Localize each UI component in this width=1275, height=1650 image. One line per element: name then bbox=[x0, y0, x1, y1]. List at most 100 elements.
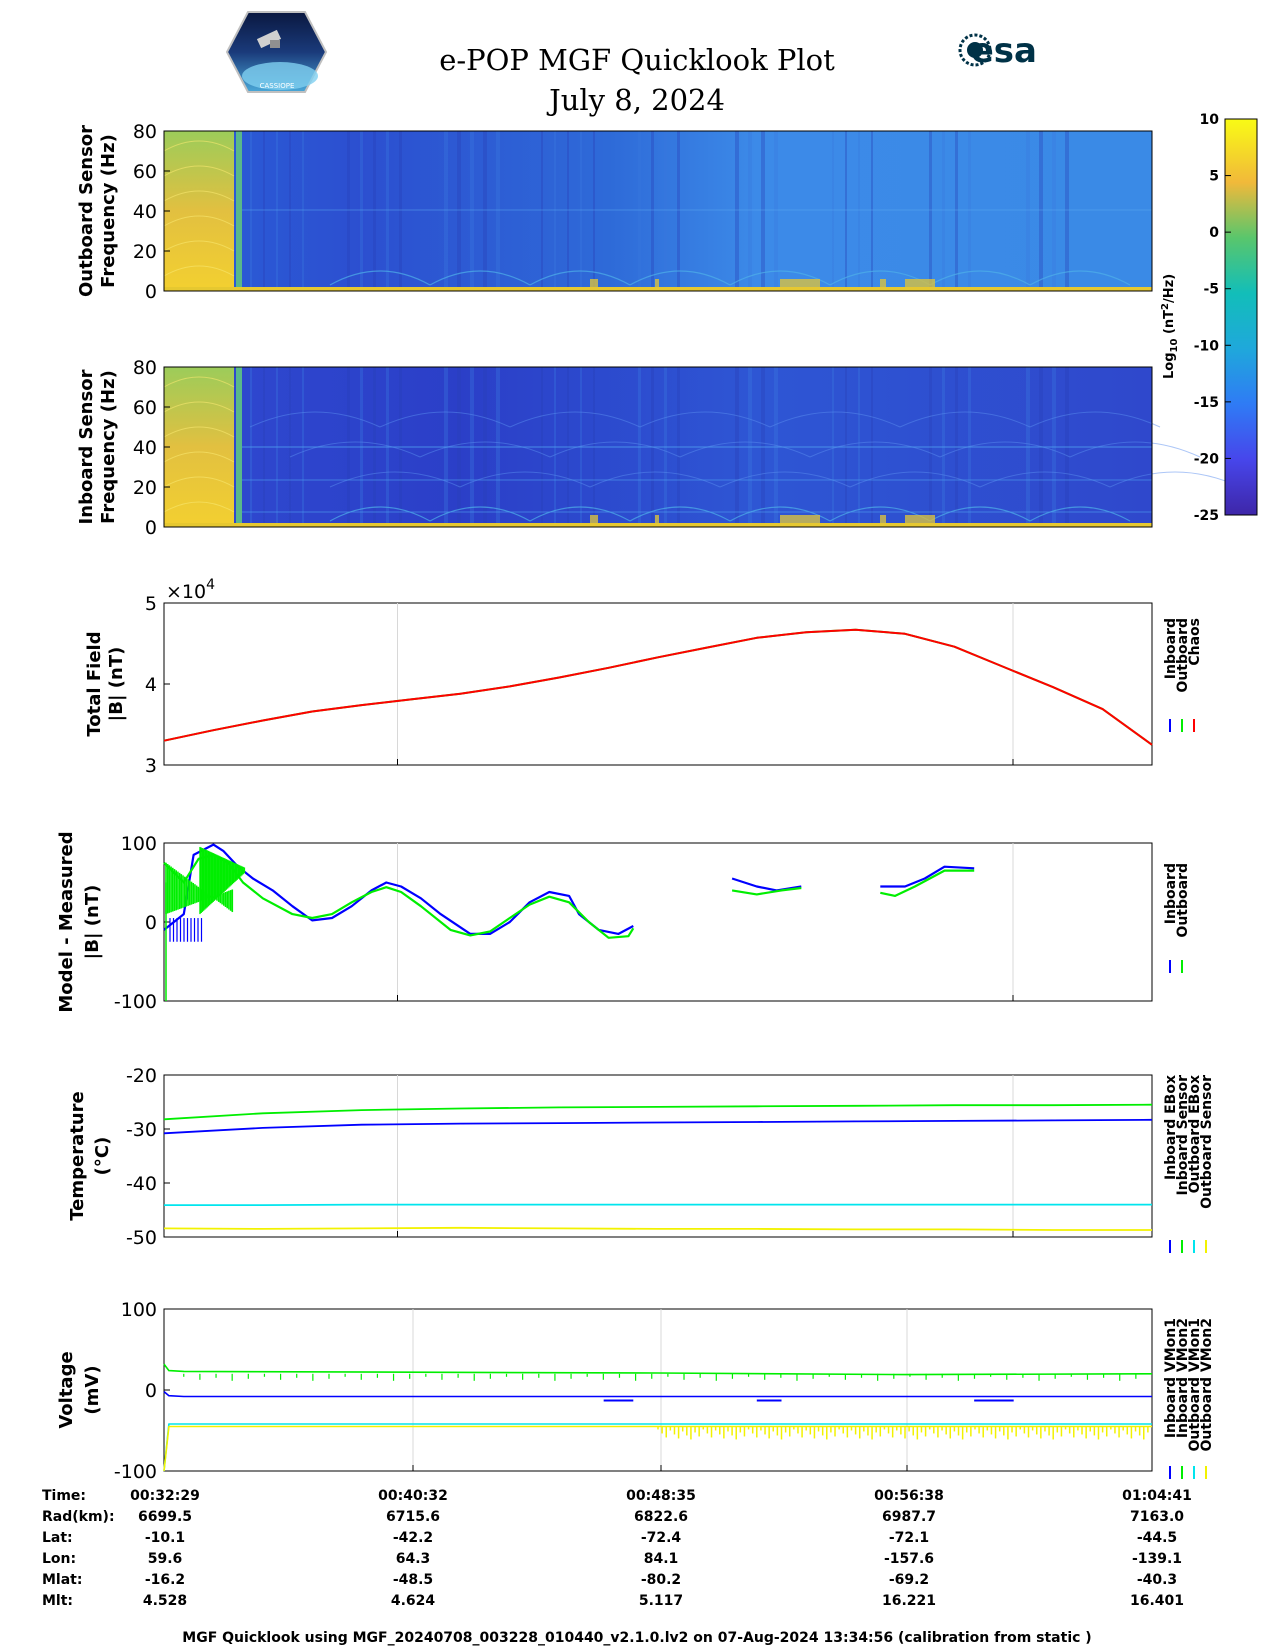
spectrogram-hot-region bbox=[164, 367, 234, 527]
series-line-inboard-sensor bbox=[163, 1103, 1153, 1121]
spectrogram-arc bbox=[629, 506, 731, 522]
y-tick-label: -100 bbox=[114, 991, 157, 1013]
table-cell: -157.6 bbox=[884, 1551, 934, 1567]
spectrogram-blip bbox=[905, 279, 935, 287]
spectrogram-streak bbox=[263, 131, 265, 291]
spectrogram-blip bbox=[780, 515, 820, 523]
spectrogram-streak bbox=[735, 131, 739, 291]
series-line-outboard-vmon1 bbox=[163, 1423, 1152, 1472]
table-row-label: Time: bbox=[42, 1488, 86, 1504]
series-line-outboard-ebox bbox=[164, 1203, 1152, 1206]
spectrogram-blip bbox=[655, 279, 659, 287]
spectrogram-streak bbox=[955, 131, 958, 291]
spectrogram-arc bbox=[1029, 506, 1131, 522]
spectrogram-streak bbox=[968, 131, 971, 291]
series-line-inboard-vmon2 bbox=[163, 1363, 1153, 1376]
spectrogram-streak bbox=[386, 131, 389, 291]
legend-entry-label: Outboard EBox bbox=[1187, 1075, 1203, 1193]
spectrogram-arc bbox=[163, 265, 235, 277]
spectrogram-arc bbox=[163, 140, 235, 152]
spectrogram-arc bbox=[163, 426, 235, 438]
table-cell: -69.2 bbox=[889, 1572, 929, 1588]
page-subtitle: July 8, 2024 bbox=[546, 83, 725, 117]
table-row-label: Lat: bbox=[42, 1530, 73, 1546]
spectrogram-arc bbox=[1029, 270, 1131, 286]
spectrogram-arc bbox=[929, 270, 1031, 286]
spectrogram-streak bbox=[567, 131, 569, 291]
legend-entry-label: Outboard bbox=[1175, 863, 1191, 938]
spectrogram-arc bbox=[1029, 411, 1161, 428]
y-tick-label: -100 bbox=[114, 1461, 157, 1483]
spectrogram-arc bbox=[939, 441, 1071, 458]
plot-frame bbox=[163, 1308, 1153, 1472]
inboard-spectrogram: 0 20 40 60 80 Inboard Sensor Frequency (Hz) bbox=[76, 357, 1241, 539]
spectrogram-blip bbox=[780, 279, 820, 287]
spectrogram-streak bbox=[457, 131, 461, 291]
spectrogram-arc bbox=[249, 411, 381, 428]
series-line-chaos bbox=[163, 628, 1153, 746]
table-cell: 00:56:38 bbox=[874, 1488, 944, 1504]
table-cell: 6715.6 bbox=[386, 1509, 440, 1525]
y-tick-label: -50 bbox=[126, 1227, 157, 1249]
legend-entry-label: Inboard bbox=[1163, 863, 1179, 924]
y-tick-label: 80 bbox=[133, 121, 157, 143]
plot-frame bbox=[163, 1074, 1153, 1238]
table-cell: 5.117 bbox=[639, 1593, 683, 1609]
y-tick-label: 20 bbox=[133, 477, 157, 499]
table-cell: 6699.5 bbox=[138, 1509, 192, 1525]
outboard-spectrogram: 0 20 40 60 80 Outboard Sensor Frequency (Hz) bbox=[76, 121, 1153, 303]
plot-frame bbox=[163, 842, 1153, 1002]
footer-caption: MGF Quicklook using MGF_20240708_003228_… bbox=[182, 1630, 1091, 1646]
y-axis-exponent: ×104 bbox=[166, 577, 215, 603]
spectrogram-arc bbox=[289, 441, 421, 458]
y-tick-label: 0 bbox=[145, 517, 157, 539]
y-axis-label-line1: Model - Measured bbox=[56, 831, 77, 1012]
y-tick-label: 40 bbox=[133, 201, 157, 223]
table-cell: -44.5 bbox=[1137, 1530, 1177, 1546]
y-axis-label: Outboard Sensor Frequency (Hz) bbox=[76, 125, 119, 297]
plot-frame bbox=[163, 602, 1153, 766]
y-tick-label: 0 bbox=[145, 1380, 157, 1402]
spectrogram-streak bbox=[302, 131, 304, 291]
y-axis-label-line2: |B| (nT) bbox=[82, 885, 103, 960]
spectrogram-streak bbox=[276, 131, 278, 291]
spectrogram-arc bbox=[429, 270, 531, 286]
y-axis-label-line2: (°C) bbox=[92, 1137, 113, 1176]
spectrogram-blip bbox=[590, 279, 598, 287]
table-cell: 4.624 bbox=[391, 1593, 436, 1609]
spectrogram-streak bbox=[871, 131, 873, 291]
spectrogram-streak bbox=[1052, 131, 1056, 291]
spectrogram-dc-line bbox=[164, 523, 1152, 527]
y-axis-label-line1: Total Field bbox=[84, 631, 105, 736]
spectrogram-arc bbox=[629, 270, 731, 286]
table-cell: -72.4 bbox=[641, 1530, 682, 1546]
y-tick-label: 0 bbox=[145, 281, 157, 303]
y-tick-label: 3 bbox=[145, 755, 157, 777]
model-minus-measured-panel: -100 0 100 Model - Measured |B| (nT) InboardO… bbox=[56, 831, 1191, 1013]
legend-entry-label: Inboard VMon2 bbox=[1175, 1318, 1191, 1438]
spectrogram-streak bbox=[1065, 131, 1069, 291]
colorbar-tick-label: -20 bbox=[1194, 451, 1220, 467]
table-cell: -139.1 bbox=[1132, 1551, 1182, 1567]
cassiope-logo-text: CASSIOPE bbox=[260, 82, 295, 90]
spectrogram-streak bbox=[580, 131, 582, 291]
table-row-label: Lon: bbox=[42, 1551, 76, 1567]
legend-entry-label: Outboard bbox=[1175, 618, 1191, 693]
y-axis-label-line2: Frequency (Hz) bbox=[98, 134, 119, 288]
spectrogram-arc bbox=[163, 501, 235, 513]
spectrogram-hot-stripe bbox=[236, 367, 242, 527]
y-tick-label: 40 bbox=[133, 437, 157, 459]
spectrogram-streak bbox=[761, 131, 765, 291]
table-cell: 00:32:29 bbox=[130, 1488, 200, 1504]
spectrogram-streak bbox=[845, 131, 847, 291]
colorbar-tick-label: -5 bbox=[1203, 282, 1219, 298]
legend-entry-label: Outboard Sensor bbox=[1199, 1075, 1215, 1209]
table-cell: -80.2 bbox=[641, 1572, 681, 1588]
spectrogram-harmonics bbox=[163, 131, 1152, 291]
spectrogram-arc bbox=[509, 411, 641, 428]
colorbar-tick-label: 10 bbox=[1200, 112, 1220, 128]
exponent-power: 4 bbox=[206, 577, 215, 593]
spectrogram-streak bbox=[832, 131, 834, 291]
esa-logo-text: esa bbox=[971, 31, 1037, 71]
y-tick-label: 60 bbox=[133, 161, 157, 183]
